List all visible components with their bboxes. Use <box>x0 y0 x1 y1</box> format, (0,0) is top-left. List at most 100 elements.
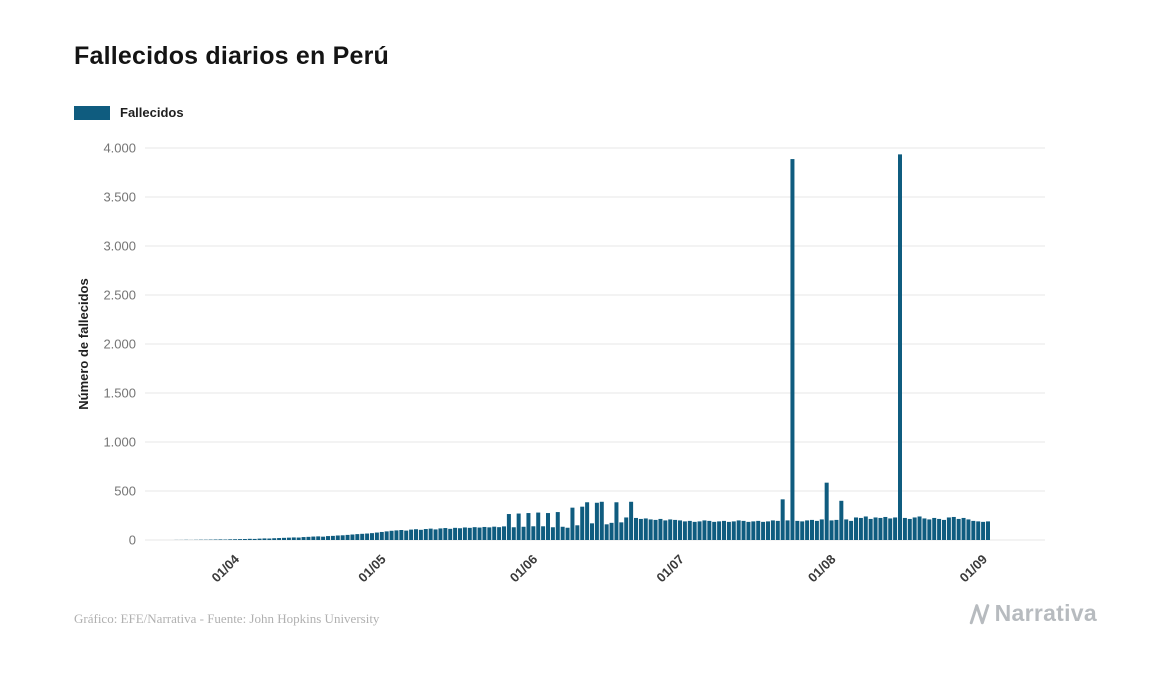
bar <box>844 519 849 540</box>
bar <box>272 538 277 540</box>
narrativa-logo-icon <box>969 603 989 624</box>
bar <box>399 530 404 540</box>
bar <box>702 520 707 540</box>
bar <box>311 536 316 540</box>
bar <box>898 154 902 540</box>
bar <box>888 518 893 540</box>
y-tick-label: 1.500 <box>103 386 136 401</box>
bar <box>932 517 937 540</box>
bar <box>883 516 888 540</box>
bar <box>937 518 942 540</box>
bar <box>805 520 810 540</box>
bar <box>668 519 673 540</box>
bar <box>448 528 453 540</box>
bar <box>634 517 638 540</box>
bar <box>854 517 858 540</box>
x-tick-label: 01/06 <box>507 552 541 586</box>
bar <box>795 520 800 540</box>
y-tick-label: 3.000 <box>103 239 136 254</box>
source-credit: Gráfico: EFE/Narrativa - Fuente: John Ho… <box>74 611 380 626</box>
bar <box>521 526 526 540</box>
bar <box>961 517 966 540</box>
bar <box>492 526 497 540</box>
bar <box>541 526 546 540</box>
bar <box>858 517 863 540</box>
narrativa-logo: Narrativa <box>968 600 1097 627</box>
bar <box>956 518 961 540</box>
bar <box>560 526 565 540</box>
bar <box>282 537 286 540</box>
bar <box>365 533 370 540</box>
bar <box>873 517 878 540</box>
bar <box>609 522 614 540</box>
bar <box>785 520 790 540</box>
bar <box>438 528 443 540</box>
bar <box>942 519 946 540</box>
bar <box>550 527 555 540</box>
bar <box>599 501 604 540</box>
bar <box>790 159 795 540</box>
bar <box>467 527 472 540</box>
bar <box>267 538 272 540</box>
bar <box>242 539 247 540</box>
bar <box>418 529 423 540</box>
bar <box>370 533 374 540</box>
bar <box>326 536 330 540</box>
bar <box>458 528 462 540</box>
bar <box>350 534 355 540</box>
bar <box>619 522 624 540</box>
bar <box>360 533 365 540</box>
bar <box>638 518 643 540</box>
bar <box>516 513 521 540</box>
bar <box>868 518 873 540</box>
bar <box>893 517 898 540</box>
bar <box>673 519 678 540</box>
bar <box>296 537 301 540</box>
bar <box>912 517 917 540</box>
bar <box>335 535 340 540</box>
bar <box>247 538 252 540</box>
bar <box>546 513 550 540</box>
bar <box>712 521 717 540</box>
bar <box>722 520 726 540</box>
bar <box>746 521 751 540</box>
bar <box>340 535 345 540</box>
bar <box>927 519 932 540</box>
bar <box>761 521 766 540</box>
y-tick-label: 2.500 <box>103 288 136 303</box>
bar <box>428 528 433 540</box>
bar <box>951 516 956 540</box>
bar <box>682 521 687 540</box>
bar <box>453 527 458 540</box>
bar <box>707 520 712 540</box>
bar <box>379 531 384 540</box>
bar <box>262 538 267 540</box>
bar <box>590 523 594 540</box>
bar <box>907 518 912 540</box>
x-tick-label: 01/08 <box>805 552 839 586</box>
bar <box>585 502 590 540</box>
bar <box>810 519 814 540</box>
bar <box>917 516 922 540</box>
bar <box>482 526 487 540</box>
y-tick-label: 500 <box>114 484 136 499</box>
y-tick-label: 2.000 <box>103 337 136 352</box>
bar <box>648 519 653 540</box>
bar <box>922 518 927 540</box>
bar <box>531 526 536 540</box>
bar <box>829 520 834 540</box>
bar <box>800 521 805 540</box>
bar <box>863 516 868 540</box>
bar <box>834 519 839 540</box>
bar <box>477 527 482 540</box>
bar <box>277 538 282 540</box>
chart-title: Fallecidos diarios en Perú <box>74 42 390 70</box>
bar <box>218 539 223 540</box>
narrativa-logo-text: Narrativa <box>994 600 1097 626</box>
bar <box>839 500 844 540</box>
bar <box>614 502 619 540</box>
bar <box>291 537 296 540</box>
bar <box>423 529 428 540</box>
bar <box>971 520 976 540</box>
